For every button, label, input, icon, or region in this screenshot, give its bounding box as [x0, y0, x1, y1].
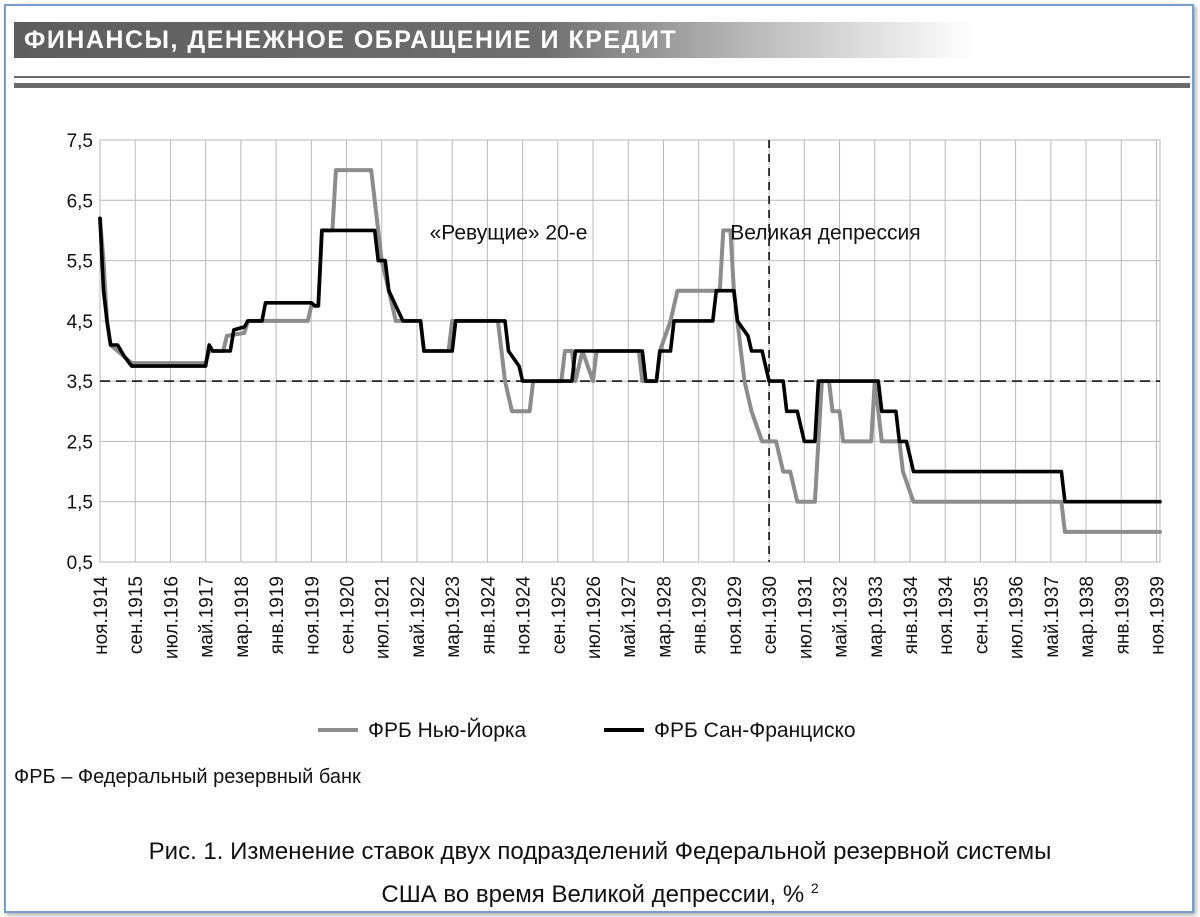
- caption-footnote-ref: 2: [810, 880, 819, 896]
- x-tick-label: сен.1930: [760, 576, 781, 654]
- x-tick-label: ноя.1939: [1147, 576, 1168, 655]
- y-tick-label: 0,5: [67, 553, 93, 574]
- x-tick-label: май.1917: [197, 576, 218, 658]
- x-tick-label: мар.1933: [866, 576, 887, 658]
- x-tick-label: сен.1925: [549, 576, 570, 654]
- chart-annotations: «Ревущие» 20-е Великая депрессия: [430, 221, 921, 244]
- x-tick-label: ноя.1924: [514, 576, 535, 655]
- series-line-sf: [98, 216, 1162, 504]
- header-rule-thick: [14, 83, 1190, 88]
- x-tick-label: май.1937: [1042, 576, 1063, 658]
- x-tick-label: июл.1931: [795, 576, 816, 659]
- caption-line-2: США во время Великой депрессии, % 2: [0, 870, 1200, 913]
- x-tick-label: июл.1926: [584, 576, 605, 659]
- x-tick-label: янв.1919: [267, 576, 288, 654]
- caption-line-2-text: США во время Великой депрессии, %: [381, 881, 805, 908]
- x-tick-label: мар.1928: [654, 576, 675, 658]
- section-header: ФИНАНСЫ, ДЕНЕЖНОЕ ОБРАЩЕНИЕ И КРЕДИТ: [14, 22, 974, 58]
- x-tick-label: янв.1924: [478, 576, 499, 655]
- y-tick-label: 5,5: [67, 252, 93, 273]
- series-layer: [98, 168, 1162, 534]
- x-tick-label: май.1932: [831, 576, 852, 658]
- annotation-great-depression: Великая депрессия: [730, 221, 920, 244]
- chart-axes: 0,5 1,5 2,5 3,5 4,5 5,5 6,5 7,5 ноя.1914 сен.1915…: [67, 131, 1169, 659]
- y-tick-label: 3,5: [67, 372, 93, 393]
- reference-lines: [100, 140, 1160, 562]
- x-tick-label: сен.1915: [126, 576, 147, 654]
- x-tick-label: ноя.1914: [91, 576, 112, 655]
- x-tick-label: ноя.1919: [302, 576, 323, 655]
- x-tick-label: май.1927: [619, 576, 640, 658]
- x-tick-label: июл.1916: [161, 576, 182, 659]
- header-rule-thin: [14, 76, 1190, 78]
- x-tick-label: янв.1934: [901, 576, 922, 655]
- caption-line-1: Рис. 1. Изменение ставок двух подразделе…: [148, 838, 1052, 865]
- y-tick-label: 2,5: [67, 432, 93, 453]
- x-tick-label: янв.1939: [1112, 576, 1133, 654]
- chart-legend: ФРБ Нью-Йорка ФРБ Сан-Франциско: [318, 718, 856, 742]
- page-frame: [4, 4, 1194, 913]
- x-tick-label: сен.1935: [971, 576, 992, 654]
- x-tick-label: июл.1921: [373, 576, 394, 659]
- x-tick-label: ноя.1934: [936, 576, 957, 655]
- x-tick-label: ноя.1929: [725, 576, 746, 655]
- y-tick-label: 7,5: [67, 131, 93, 152]
- x-tick-label: янв.1929: [690, 576, 711, 654]
- legend-sf-label: ФРБ Сан-Франциско: [654, 719, 856, 742]
- x-tick-label: мар.1918: [232, 576, 253, 658]
- x-tick-label: июл.1936: [1007, 576, 1028, 659]
- x-tick-label: мар.1938: [1077, 576, 1098, 658]
- annotation-roaring-twenties: «Ревущие» 20-е: [430, 221, 588, 244]
- x-tick-label: май.1922: [408, 576, 429, 658]
- x-tick-label: сен.1920: [338, 576, 359, 654]
- y-tick-label: 6,5: [67, 191, 93, 212]
- footnote: ФРБ – Федеральный резервный банк: [14, 766, 361, 788]
- x-tick-label: мар.1923: [443, 576, 464, 658]
- y-tick-label: 4,5: [67, 312, 93, 333]
- plot-border: [99, 139, 1161, 563]
- legend-ny-label: ФРБ Нью-Йорка: [368, 718, 527, 742]
- y-tick-label: 1,5: [67, 493, 93, 514]
- figure-caption: Рис. 1. Изменение ставок двух подразделе…: [0, 834, 1200, 913]
